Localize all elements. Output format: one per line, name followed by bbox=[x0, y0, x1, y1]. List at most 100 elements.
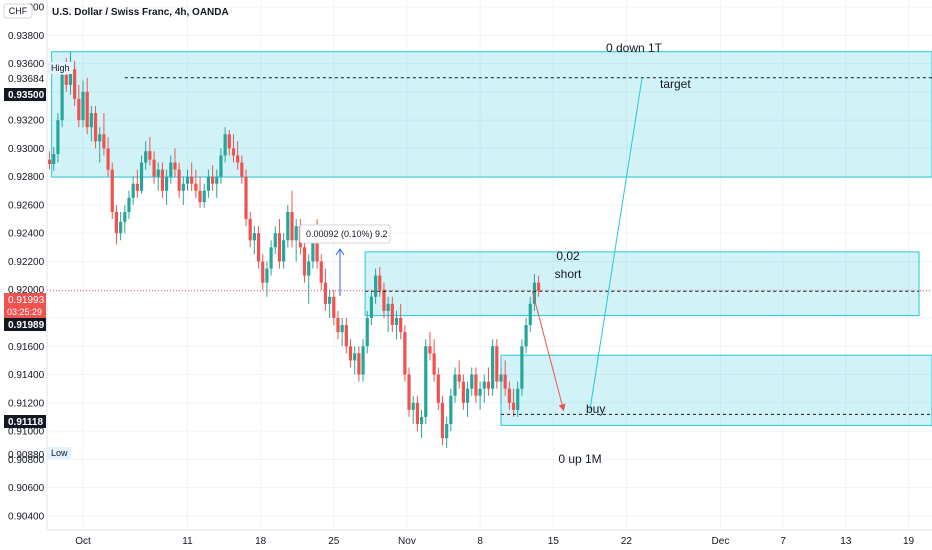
candle-body bbox=[415, 402, 419, 424]
candle bbox=[436, 367, 440, 410]
candle bbox=[470, 367, 474, 396]
candle-body bbox=[302, 247, 307, 276]
target-price-tag: 0.93500 bbox=[4, 88, 46, 101]
candle-countdown: 03:25:29 bbox=[7, 307, 42, 317]
candle bbox=[131, 176, 135, 205]
high-value: 0.93684 bbox=[8, 74, 45, 85]
y-tick-label: 0.92200 bbox=[8, 257, 45, 268]
candle bbox=[415, 395, 419, 432]
y-tick-label: 0.91000 bbox=[8, 427, 45, 438]
candle-body bbox=[336, 318, 340, 333]
candle-body bbox=[449, 395, 453, 424]
candle-body bbox=[236, 155, 240, 163]
candle-body bbox=[403, 332, 407, 375]
candle-body bbox=[277, 233, 282, 262]
candle-body bbox=[185, 176, 190, 184]
candle-body bbox=[424, 346, 428, 417]
candle bbox=[252, 226, 256, 255]
candles bbox=[47, 51, 541, 449]
candle-body bbox=[110, 169, 114, 212]
candle bbox=[52, 146, 56, 172]
candle-body bbox=[56, 120, 60, 155]
candle-body bbox=[432, 353, 436, 375]
y-tick-label: 0.90400 bbox=[8, 511, 45, 522]
candle bbox=[307, 254, 311, 304]
candle-body bbox=[160, 169, 165, 191]
candle-body bbox=[361, 346, 365, 375]
candle bbox=[227, 130, 231, 156]
candle-body bbox=[436, 374, 440, 403]
candle bbox=[248, 212, 252, 248]
candle-body bbox=[181, 183, 185, 191]
candle bbox=[528, 296, 532, 333]
candle bbox=[399, 303, 403, 340]
candle-body bbox=[365, 318, 369, 347]
candle-body bbox=[152, 159, 156, 177]
candle bbox=[532, 274, 537, 311]
candle-body bbox=[503, 374, 507, 389]
candle bbox=[432, 339, 436, 382]
y-tick-label: 0.92600 bbox=[8, 200, 45, 211]
candle-body bbox=[77, 98, 81, 121]
candle bbox=[202, 183, 206, 208]
candle bbox=[520, 339, 524, 396]
measure-tool[interactable]: 0.00092 (0.10%) 9.2 bbox=[299, 224, 391, 296]
candle-body bbox=[144, 151, 148, 163]
candle-body bbox=[98, 134, 102, 142]
candle bbox=[156, 162, 160, 191]
candle-body bbox=[528, 303, 532, 326]
x-tick-label: Oct bbox=[75, 536, 91, 547]
candle bbox=[265, 261, 269, 297]
candle-body bbox=[348, 346, 353, 361]
zones bbox=[51, 51, 932, 426]
candle bbox=[215, 169, 219, 198]
buy-zone bbox=[500, 354, 932, 426]
candle-body bbox=[516, 388, 520, 410]
candle-body bbox=[328, 296, 332, 304]
candle-body bbox=[319, 261, 323, 283]
candle-body bbox=[68, 69, 73, 85]
y-tick-label: 0.90800 bbox=[8, 455, 45, 466]
candle-body bbox=[219, 155, 223, 177]
candle-body bbox=[532, 282, 537, 304]
candle bbox=[482, 374, 486, 403]
candle bbox=[60, 63, 64, 128]
candle-body bbox=[135, 183, 139, 191]
candle bbox=[198, 176, 202, 208]
y-tick-label: 0.91400 bbox=[8, 370, 45, 381]
candle-body bbox=[227, 134, 231, 149]
candle bbox=[56, 113, 60, 163]
candle-body bbox=[407, 374, 411, 410]
candle-body bbox=[223, 134, 227, 156]
candle bbox=[453, 367, 457, 403]
candle bbox=[256, 226, 261, 269]
candle bbox=[394, 310, 399, 340]
buy-price-tag: 0.91118 bbox=[4, 415, 46, 428]
candle-body bbox=[323, 282, 328, 304]
candle-body bbox=[47, 159, 52, 164]
candle bbox=[353, 346, 357, 375]
x-tick-label: Nov bbox=[398, 536, 416, 547]
candle bbox=[169, 155, 173, 184]
projection-down-arrow bbox=[531, 291, 566, 412]
candle-body bbox=[340, 325, 344, 333]
candle bbox=[273, 226, 277, 255]
candle bbox=[236, 141, 240, 170]
candle bbox=[110, 162, 114, 220]
candle-body bbox=[261, 261, 265, 283]
candle-body bbox=[177, 169, 181, 191]
candle bbox=[332, 289, 336, 326]
candle bbox=[277, 219, 282, 269]
candle-body bbox=[307, 261, 311, 276]
candle-body bbox=[457, 374, 461, 382]
candle bbox=[135, 169, 139, 198]
candle-body bbox=[119, 221, 123, 234]
candle bbox=[294, 219, 298, 262]
candle bbox=[516, 381, 520, 417]
y-tick-label: 0.93200 bbox=[8, 116, 45, 127]
candle bbox=[47, 151, 52, 170]
candle-body bbox=[202, 190, 206, 203]
target-label: target bbox=[660, 77, 691, 91]
candle-body bbox=[294, 226, 298, 241]
